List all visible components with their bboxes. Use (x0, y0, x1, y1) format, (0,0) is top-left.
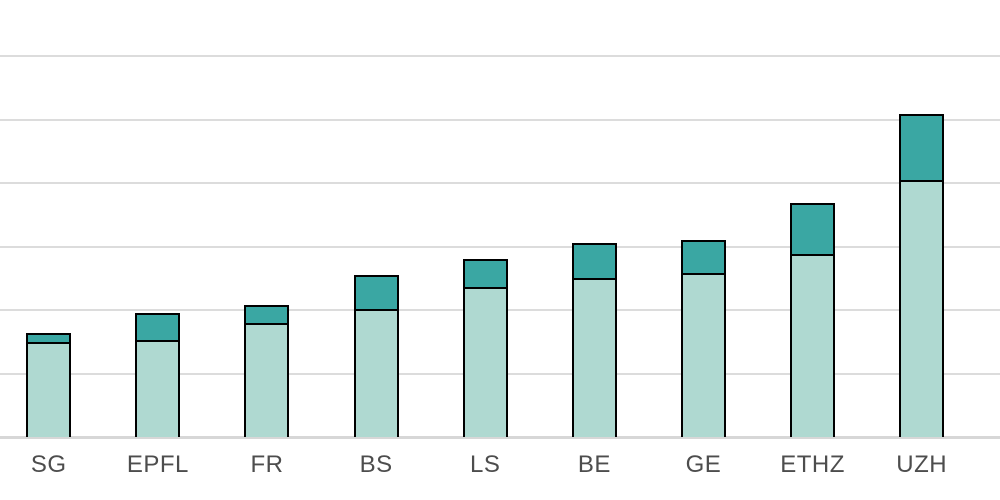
bar-ge (680, 240, 726, 437)
x-axis-label-ls: LS (470, 451, 501, 478)
x-axis-label-bs: BS (359, 451, 393, 478)
bar-sg (26, 333, 72, 437)
bar-be-top-segment (573, 244, 615, 281)
bar-ls (462, 259, 508, 437)
bar-fr (244, 304, 290, 437)
x-axis-label-epfl: EPFL (126, 451, 189, 478)
bar-fr-top-segment (246, 306, 288, 325)
y-gridline (0, 182, 1000, 184)
x-axis-label-fr: FR (250, 451, 284, 478)
bar-sg-top-segment (28, 335, 70, 345)
x-axis-label-sg: SG (30, 451, 67, 478)
bar-bs-top-segment (355, 277, 397, 312)
x-axis-baseline (0, 436, 1000, 439)
y-gridline (0, 118, 1000, 121)
x-axis-label-uzh: UZH (896, 451, 948, 478)
bar-be (571, 242, 617, 437)
y-gridline (0, 245, 1000, 248)
bar-epfl-top-segment (137, 314, 179, 343)
bar-epfl (135, 312, 181, 437)
bar-ge-top-segment (682, 242, 724, 275)
bar-bs (353, 275, 399, 437)
x-axis-label-ge: GE (685, 451, 722, 478)
bar-uzh (899, 113, 945, 437)
bar-ethz (790, 202, 836, 437)
y-gridline (0, 55, 1000, 57)
x-axis-label-ethz: ETHZ (780, 451, 845, 478)
bar-ls-top-segment (464, 261, 506, 290)
x-axis-label-be: BE (577, 451, 611, 478)
bar-uzh-top-segment (901, 115, 943, 182)
bar-ethz-top-segment (792, 204, 834, 257)
